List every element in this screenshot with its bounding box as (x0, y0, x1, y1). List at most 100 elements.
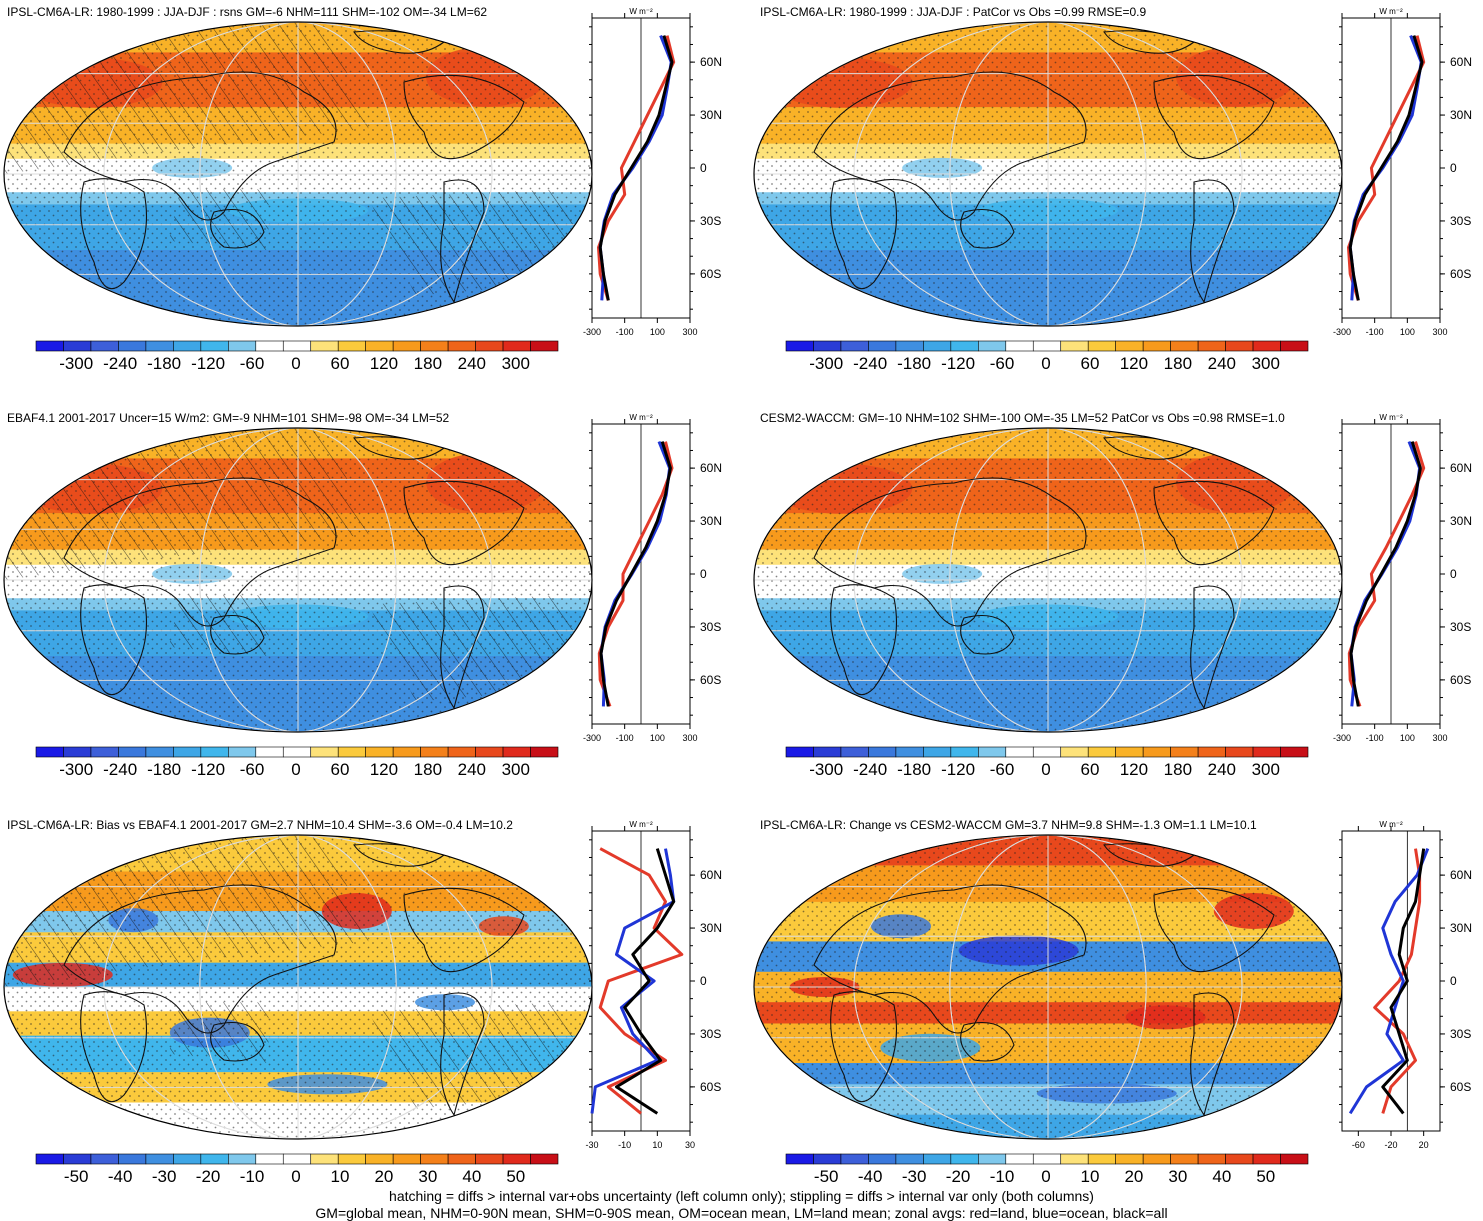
colorbar-label: 120 (1119, 354, 1149, 373)
lat-tick-label: 60S (700, 1080, 721, 1094)
colorbar-labels: -50 -40 -30 -20 -10 0 10 20 30 40 50 (35, 1167, 557, 1189)
colorbar-label: 60 (1080, 760, 1100, 779)
lat-tick-label: 0 (1450, 161, 1457, 175)
colorbar-label: -60 (239, 354, 265, 373)
footer-means-note: GM=global mean, NHM=0-90N mean, SHM=0-90… (315, 1205, 1168, 1221)
zonal-all-line (1381, 848, 1426, 1115)
panel-title: EBAF4.1 2001-2017 Uncer=15 W/m2: GM=-9 N… (7, 411, 450, 425)
zonal-all-line (598, 35, 674, 301)
zonal-mean-plot: W m⁻² 60N 30N 0 30S 60S -30 -10 10 30 (585, 820, 722, 1150)
colorbar-label: 60 (330, 760, 350, 779)
zonal-land-line (597, 35, 676, 301)
zonal-ocean-line (1348, 35, 1423, 301)
colorbar-labels: -300 -240 -180 -120 -60 0 60 120 180 240 300 (785, 354, 1307, 376)
colorbar-label: 10 (1080, 1167, 1100, 1186)
colorbar-label: -300 (809, 760, 844, 779)
colorbar-label: 60 (330, 354, 350, 373)
zonal-ocean-line (590, 848, 676, 1114)
colorbar (785, 746, 1309, 758)
lat-tick-label: 60N (700, 461, 722, 475)
colorbar-label: 30 (1168, 1167, 1188, 1186)
lat-tick-label: 30N (700, 921, 722, 935)
colorbar-label: 60 (1080, 354, 1100, 373)
zonal-mean-plot: W m⁻² 60N 30N 0 30S 60S -60 -20 20 (1339, 820, 1472, 1150)
zonal-land-line (1373, 848, 1422, 1114)
colorbar-label: -240 (853, 354, 888, 373)
panel-4: CESM2-WACCM: GM=-10 NHM=102 SHM=-100 OM=… (750, 406, 1483, 796)
x-tick-label: 20 (1419, 1140, 1429, 1150)
lat-tick-label: 60N (1450, 868, 1472, 882)
colorbar (785, 1153, 1309, 1165)
colorbar-label: 0 (1041, 354, 1051, 373)
colorbar-label: 50 (506, 1167, 526, 1186)
colorbar-label: 0 (291, 1167, 301, 1186)
x-tick-label: -20 (1384, 1140, 1397, 1150)
footer-hatching-note: hatching = diffs > internal var+obs unce… (389, 1188, 1094, 1204)
zonal-land-line (597, 441, 674, 707)
colorbar-label: -300 (59, 354, 94, 373)
colorbar-label: -60 (989, 760, 1015, 779)
zonal-unit-label: W m⁻² (629, 7, 653, 16)
colorbar-labels: -300 -240 -180 -120 -60 0 60 120 180 240 300 (35, 760, 557, 782)
lat-tick-label: 30S (1450, 1027, 1471, 1041)
x-tick-label: 30 (685, 1140, 695, 1150)
zonal-land-line (1347, 441, 1426, 707)
lat-tick-label: 0 (700, 161, 707, 175)
colorbar-label: 120 (369, 760, 399, 779)
zonal-ocean-line (1349, 441, 1422, 707)
x-tick-label: -30 (585, 1140, 598, 1150)
lat-tick-label: 60N (700, 868, 722, 882)
lat-tick-label: 30N (700, 108, 722, 122)
colorbar-label: -180 (147, 354, 182, 373)
x-tick-label: -60 (1352, 1140, 1365, 1150)
lat-tick-label: 30N (700, 514, 722, 528)
lat-tick-label: 0 (700, 974, 707, 988)
zonal-ocean-line (599, 441, 672, 707)
colorbar-label: -30 (901, 1167, 927, 1186)
colorbar-label: -180 (147, 760, 182, 779)
lat-tick-label: 60S (700, 673, 721, 687)
x-tick-label: -300 (583, 327, 601, 337)
lat-tick-label: 30S (700, 1027, 721, 1041)
zonal-all-line (599, 441, 672, 707)
lat-tick-label: 60S (1450, 267, 1471, 281)
lat-tick-label: 30S (1450, 620, 1471, 634)
colorbar-label: 0 (291, 760, 301, 779)
lat-tick-label: 30N (1450, 514, 1472, 528)
colorbar-label: -60 (989, 354, 1015, 373)
colorbar-label: -40 (857, 1167, 883, 1186)
colorbar-label: -120 (191, 760, 226, 779)
zonal-unit-label: W m⁻² (629, 820, 653, 829)
colorbar-label: 180 (413, 760, 443, 779)
colorbar-label: -180 (897, 354, 932, 373)
colorbar-label: 120 (1119, 760, 1149, 779)
lat-tick-label: 0 (700, 567, 707, 581)
lat-tick-label: 60S (700, 267, 721, 281)
world-map (3, 834, 593, 1140)
lat-tick-label: 60S (1450, 673, 1471, 687)
world-map (3, 21, 593, 327)
colorbar-label: -20 (195, 1167, 221, 1186)
panel-title: IPSL-CM6A-LR: 1980-1999 : JJA-DJF : rsns… (7, 5, 488, 19)
colorbar-label: 30 (418, 1167, 438, 1186)
lat-tick-label: 30N (1450, 921, 1472, 935)
colorbar-label: -240 (853, 760, 888, 779)
colorbar-label: -120 (191, 354, 226, 373)
colorbar-label: 50 (1256, 1167, 1276, 1186)
x-tick-label: 100 (650, 733, 665, 743)
lat-tick-label: 30S (700, 214, 721, 228)
colorbar-label: -120 (941, 760, 976, 779)
colorbar-label: 180 (1163, 354, 1193, 373)
colorbar-label: -40 (107, 1167, 133, 1186)
colorbar (35, 1153, 559, 1165)
x-tick-label: 100 (1400, 327, 1415, 337)
x-tick-label: 100 (650, 327, 665, 337)
zonal-mean-plot: W m⁻² 60N 30N 0 30S 60S -300 -100 100 300 (1333, 7, 1472, 337)
panel-title: IPSL-CM6A-LR: 1980-1999 : JJA-DJF : PatC… (760, 5, 1147, 19)
colorbar-label: 20 (374, 1167, 394, 1186)
panel-1: IPSL-CM6A-LR: 1980-1999 : JJA-DJF : rsns… (0, 0, 740, 390)
x-tick-label: -100 (1366, 733, 1384, 743)
colorbar-label: 180 (1163, 760, 1193, 779)
x-tick-label: 100 (1400, 733, 1415, 743)
colorbar-label: 300 (501, 354, 530, 373)
